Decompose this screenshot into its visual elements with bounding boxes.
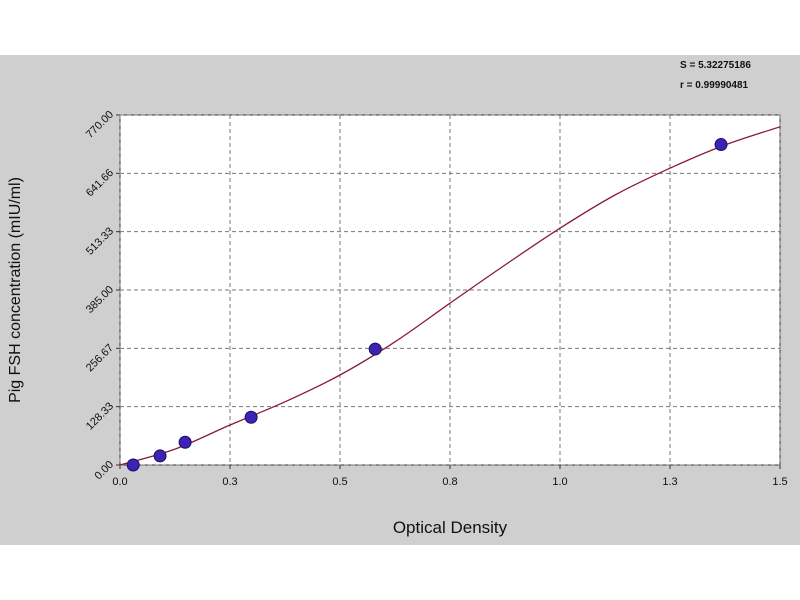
y-axis-label: Pig FSH concentration (mIU/ml)	[7, 177, 24, 403]
data-point	[714, 138, 728, 152]
x-tick-label: 0.0	[112, 476, 127, 488]
x-tick-label: 1.3	[662, 476, 677, 488]
x-tick-label: 0.3	[222, 476, 237, 488]
annotation: r = 0.99990481	[680, 80, 749, 91]
fit-curve	[119, 126, 781, 466]
x-axis-label: Optical Density	[393, 518, 508, 537]
data-point	[368, 342, 382, 356]
x-tick-label: 1.5	[772, 476, 787, 488]
data-point	[244, 410, 258, 424]
x-tick-label: 1.0	[552, 476, 567, 488]
x-tick-label: 0.5	[332, 476, 347, 488]
x-tick-label: 0.8	[442, 476, 457, 488]
data-point	[178, 435, 192, 449]
data-point	[126, 458, 140, 472]
data-point	[153, 449, 167, 463]
annotation: S = 5.32275186	[680, 60, 751, 71]
